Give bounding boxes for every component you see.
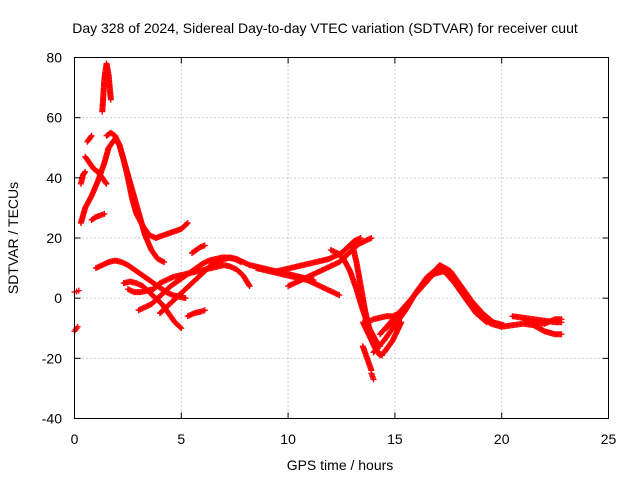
series-arc-15 (184, 307, 208, 320)
series-arc-16 (188, 242, 208, 257)
series-arc-2 (71, 287, 82, 296)
x-tick-label: 5 (177, 431, 185, 447)
series-arc-4 (77, 168, 89, 187)
data-point (74, 323, 81, 330)
y-tick-label: 40 (46, 170, 62, 186)
data-marks (71, 60, 565, 383)
x-tick-label: 20 (494, 431, 510, 447)
x-tick-label: 0 (71, 431, 79, 447)
data-point (558, 316, 565, 323)
data-point (336, 292, 343, 299)
series-arc-25 (364, 310, 403, 326)
data-point (102, 179, 109, 186)
data-point (182, 295, 189, 302)
data-point (370, 376, 377, 383)
y-axis-label: SDTVAR / TECUs (5, 182, 21, 294)
data-point (161, 259, 168, 266)
x-tick-label: 15 (387, 431, 403, 447)
data-point (246, 283, 253, 290)
data-point (82, 168, 89, 175)
data-point (500, 322, 507, 329)
data-point (201, 242, 208, 249)
y-tick-label: 0 (54, 290, 62, 306)
series-arc-7 (88, 210, 108, 223)
y-tick-label: 80 (46, 50, 62, 66)
series-arc-30 (520, 316, 565, 327)
series-arc-24 (368, 370, 377, 383)
series-arc-5 (82, 153, 110, 187)
x-tick-label: 25 (601, 431, 617, 447)
data-point (178, 325, 185, 332)
data-point (184, 219, 191, 226)
x-tick-label: 10 (280, 431, 296, 447)
data-point (88, 132, 95, 139)
data-point (201, 307, 208, 314)
data-point (103, 180, 110, 187)
data-point (368, 235, 375, 241)
data-point (183, 220, 190, 227)
series-arc-12 (124, 262, 253, 296)
series-arc-21 (349, 241, 386, 359)
data-point (177, 324, 184, 331)
series-arc-9 (103, 129, 168, 266)
data-point (558, 331, 565, 338)
data-point (101, 210, 108, 217)
series-arc-1 (71, 323, 81, 335)
y-tick-label: -20 (42, 350, 62, 366)
data-point (81, 169, 88, 176)
chart-title: Day 328 of 2024, Sidereal Day-to-day VTE… (72, 20, 578, 36)
data-point (87, 133, 94, 140)
axis-ticks: 0 5 10 15 20 25 -40 -20 0 20 40 60 80 (42, 50, 617, 448)
y-tick-label: 60 (46, 110, 62, 126)
x-axis-label: GPS time / hours (287, 457, 394, 473)
series-arc-17 (253, 265, 343, 299)
data-point (107, 96, 114, 103)
y-tick-label: 20 (46, 230, 62, 246)
y-tick-label: -40 (42, 411, 62, 427)
series-arc-28 (383, 262, 507, 332)
series-arc-6 (84, 132, 95, 145)
series-arc-8 (99, 60, 114, 115)
data-point (75, 287, 82, 294)
